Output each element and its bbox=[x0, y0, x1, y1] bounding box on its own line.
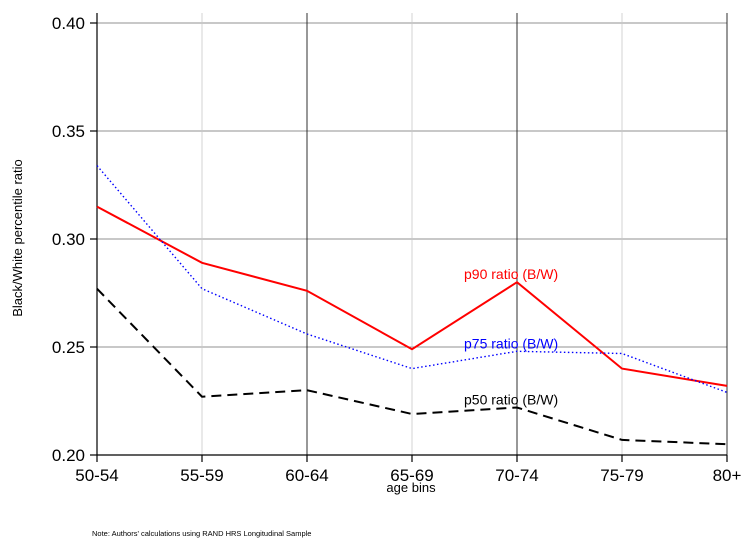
y-tick-label: 0.20 bbox=[52, 446, 85, 465]
series-label-p75: p75 ratio (B/W) bbox=[464, 335, 558, 351]
x-tick-label: 60-64 bbox=[285, 466, 328, 485]
grid bbox=[97, 13, 728, 455]
footnote: Note: Authors' calculations using RAND H… bbox=[92, 529, 312, 538]
y-axis-title: Black/White percentile ratio bbox=[10, 159, 25, 317]
series-line-p90 bbox=[96, 205, 728, 387]
x-tick-label: 80+ bbox=[713, 466, 741, 485]
x-axis-title: age bins bbox=[386, 480, 436, 495]
x-tick-label: 70-74 bbox=[495, 466, 538, 485]
y-tick-label: 0.30 bbox=[52, 230, 85, 249]
series-label-p90: p90 ratio (B/W) bbox=[464, 266, 558, 282]
series-label-p50: p50 ratio (B/W) bbox=[464, 391, 558, 407]
y-tick-label: 0.25 bbox=[52, 338, 85, 357]
axes: 0.20 0.25 0.30 0.35 0.40 50-54 55-59 60-64 65-69… bbox=[52, 13, 741, 485]
y-tick-label: 0.35 bbox=[52, 122, 85, 141]
x-tick-label: 55-59 bbox=[180, 466, 223, 485]
x-tick-label: 65-69 bbox=[390, 466, 433, 485]
x-tick-label: 75-79 bbox=[600, 466, 643, 485]
series-line-p50 bbox=[96, 288, 728, 446]
y-tick-label: 0.40 bbox=[52, 14, 85, 33]
series-labels: p90 ratio (B/W) p75 ratio (B/W) p50 ratio … bbox=[464, 266, 558, 407]
x-tick-label: 50-54 bbox=[75, 466, 118, 485]
series-lines bbox=[96, 165, 728, 446]
